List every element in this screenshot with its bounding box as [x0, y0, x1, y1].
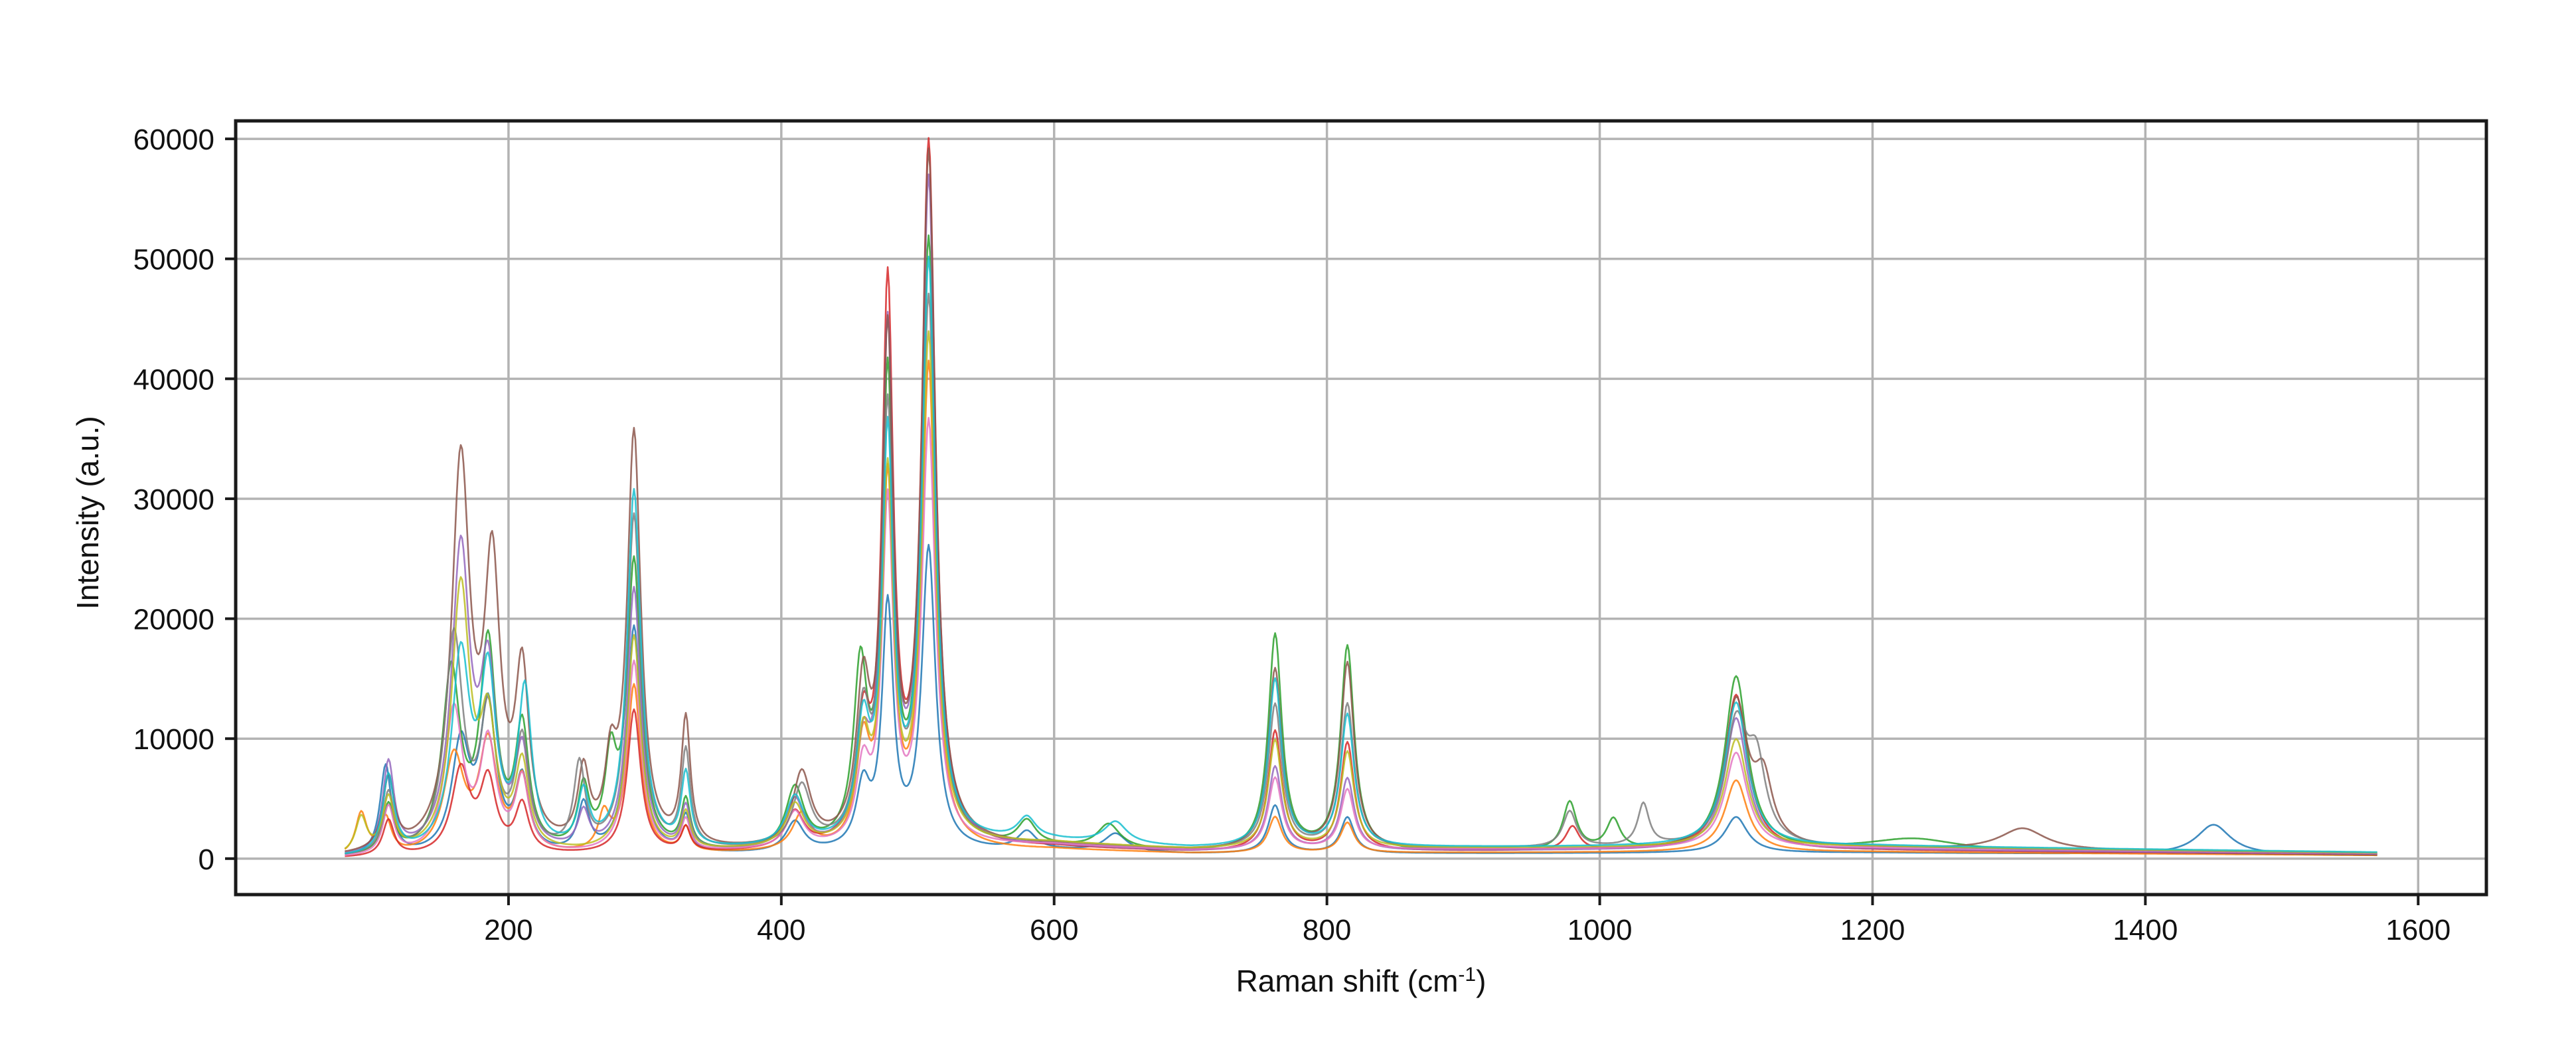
x-tick-label: 1400: [2113, 914, 2178, 946]
y-tick-label: 0: [199, 843, 214, 876]
series-layer: [344, 137, 2377, 857]
x-tick-label: 600: [1030, 914, 1078, 946]
y-axis-ticks: 0 10000 20000 30000 40000 50000 60000: [133, 124, 236, 876]
x-tick-label: 800: [1303, 914, 1351, 946]
y-tick-label: 20000: [133, 604, 214, 636]
x-tick-label: 200: [484, 914, 532, 946]
spectrum-line: [345, 255, 2377, 855]
spectrum-line: [345, 173, 2377, 855]
y-tick-label: 40000: [133, 363, 214, 396]
y-axis-title: Intensity (a.u.): [70, 416, 105, 609]
x-axis-ticks: 200 400 600 800 1000 1200 1400 1600: [484, 895, 2451, 946]
x-tick-label: 1600: [2385, 914, 2451, 946]
y-tick-label: 30000: [133, 483, 214, 516]
y-tick-label: 60000: [133, 124, 214, 156]
x-axis-title: Raman shift (cm-1): [1236, 964, 1487, 998]
x-tick-label: 400: [757, 914, 805, 946]
grid-lines: [236, 121, 2486, 895]
spectrum-line: [345, 147, 2377, 855]
x-tick-label: 1200: [1840, 914, 1905, 946]
plot-frame: [234, 119, 2488, 897]
y-tick-label: 50000: [133, 244, 214, 276]
x-tick-label: 1000: [1568, 914, 1633, 946]
plot-background: [236, 121, 2486, 895]
y-tick-label: 10000: [133, 723, 214, 756]
